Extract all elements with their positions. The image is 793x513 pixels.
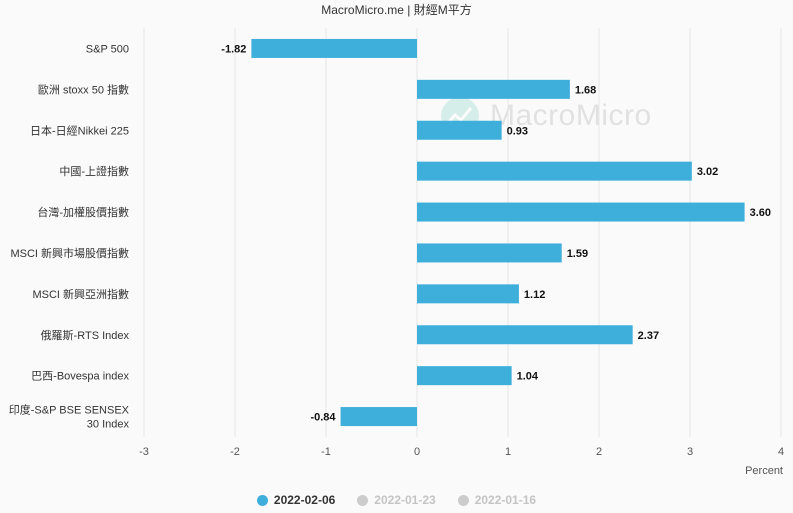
bar[interactable] bbox=[251, 38, 417, 58]
data-label: 2.37 bbox=[638, 330, 659, 342]
x-axis-label: Percent bbox=[745, 465, 783, 477]
category-label: 台灣-加權股價指數 bbox=[37, 205, 129, 219]
x-tick-label: -1 bbox=[321, 446, 331, 458]
bar[interactable] bbox=[417, 161, 692, 181]
x-tick-label: -2 bbox=[230, 446, 240, 458]
category-label: 俄羅斯-RTS Index bbox=[41, 329, 130, 342]
labels: -3 -2 -1 0 1 2 3 4 -1.82 S&P 500 1.68 歐洲 stoxx 50 指… bbox=[9, 43, 784, 458]
x-tick-label: 0 bbox=[414, 446, 420, 458]
legend-item[interactable]: 2022-01-16 bbox=[457, 493, 537, 507]
bar[interactable] bbox=[417, 202, 745, 222]
category-label: S&P 500 bbox=[86, 43, 129, 55]
x-tick-label: 3 bbox=[687, 446, 693, 458]
category-label: 日本-日經Nikkei 225 bbox=[30, 123, 129, 137]
category-label: 中國-上證指數 bbox=[59, 164, 129, 178]
bar[interactable] bbox=[417, 120, 502, 140]
bar[interactable] bbox=[340, 407, 417, 427]
data-label: 1.68 bbox=[575, 84, 596, 96]
data-label: 1.04 bbox=[517, 371, 539, 383]
category-label: MSCI 新興市場股價指數 bbox=[10, 246, 129, 260]
bar[interactable] bbox=[417, 243, 562, 263]
category-label: 巴西-Bovespa index bbox=[31, 371, 129, 383]
data-label: 0.93 bbox=[507, 125, 528, 137]
legend-item[interactable]: 2022-02-06 bbox=[256, 493, 336, 507]
legend-label: 2022-02-06 bbox=[273, 493, 336, 507]
bar[interactable] bbox=[417, 284, 519, 304]
bars bbox=[251, 38, 745, 427]
legend-label: 2022-01-23 bbox=[374, 493, 436, 507]
legend: 2022-02-06 2022-01-23 2022-01-16 bbox=[0, 493, 793, 507]
data-label: 1.59 bbox=[567, 248, 588, 260]
bar[interactable] bbox=[417, 79, 570, 99]
data-label: -1.82 bbox=[221, 43, 246, 55]
bar-chart: -3 -2 -1 0 1 2 3 4 -1.82 S&P 500 1.68 歐洲 stoxx 50 指… bbox=[9, 28, 784, 477]
x-tick-label: 4 bbox=[778, 446, 784, 458]
legend-dot-icon bbox=[256, 494, 268, 506]
data-label: 3.02 bbox=[697, 166, 718, 178]
category-label: MSCI 新興亞洲指數 bbox=[32, 287, 129, 301]
data-label: -0.84 bbox=[310, 412, 336, 424]
x-tick-label: 1 bbox=[505, 446, 511, 458]
legend-item[interactable]: 2022-01-23 bbox=[357, 493, 436, 507]
data-label: 1.12 bbox=[524, 289, 545, 301]
bar[interactable] bbox=[417, 366, 512, 386]
bar[interactable] bbox=[417, 325, 633, 345]
category-label: 印度-S&P BSE SENSEX 30 Index bbox=[9, 403, 130, 431]
chart-credit: MacroMicro.me | 財經M平方 bbox=[321, 3, 472, 17]
x-tick-label: 2 bbox=[596, 446, 602, 458]
legend-label: 2022-01-16 bbox=[474, 493, 537, 507]
legend-dot-icon bbox=[357, 494, 369, 506]
x-tick-label: -3 bbox=[139, 446, 149, 458]
data-label: 3.60 bbox=[750, 207, 771, 219]
category-label: 歐洲 stoxx 50 指數 bbox=[38, 82, 129, 96]
legend-dot-icon bbox=[457, 494, 469, 506]
